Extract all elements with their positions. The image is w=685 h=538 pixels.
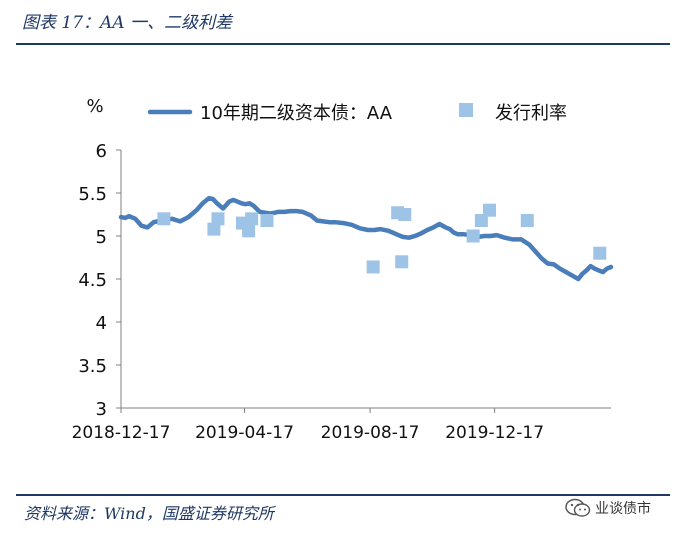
y-axis-label: % [86,96,103,117]
source-divider [16,494,670,496]
y-tick-label: 4.5 [78,270,107,291]
figure-title: 图表 17：AA 一、二级利差 [22,13,232,33]
x-tick-label: 2019-04-17 [195,423,294,443]
watermark: 业谈债市 [565,498,651,518]
y-tick-label: 3.5 [78,356,107,377]
x-tick-label: 2018-12-17 [72,423,171,443]
scatter-point [366,260,380,274]
series-line-10y-aa [118,195,614,282]
y-tick-label: 3 [96,399,107,420]
legend-label-scatter: 发行利率 [495,103,567,124]
scatter-point [157,212,171,226]
y-tick-label: 5 [96,227,107,248]
scatter-point [207,222,221,236]
scatter-point [474,214,488,228]
scatter-point [483,203,497,217]
title-divider [16,43,670,45]
scatter-point [260,214,274,228]
scatter-point [211,212,225,226]
y-tick-label: 5.5 [78,184,107,205]
legend-marker-swatch [459,103,473,117]
y-tick-label: 6 [96,141,107,162]
wechat-icon [565,498,591,517]
scatter-point [242,224,256,238]
scatter-point [398,208,412,221]
scatter-point [466,229,480,243]
watermark-text: 业谈债市 [595,501,651,517]
scatter-point [395,255,409,269]
legend-label-line: 10年期二级资本债：AA [200,103,393,124]
x-tick-label: 2019-12-17 [445,423,544,443]
y-tick-label: 4 [96,313,107,334]
x-tick-label: 2019-08-17 [321,423,420,443]
scatter-point [593,246,607,260]
scatter-point [520,214,534,228]
source-note: 资料来源：Wind，国盛证券研究所 [24,504,274,523]
scatter-point [245,212,259,226]
